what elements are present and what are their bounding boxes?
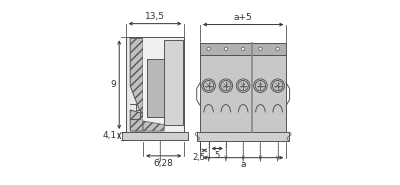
Circle shape [204,80,214,91]
Bar [126,37,184,132]
Polygon shape [130,38,143,114]
Text: 13,5: 13,5 [145,12,165,21]
Text: a+5: a+5 [234,13,252,22]
Polygon shape [143,121,164,131]
Text: 6,28: 6,28 [154,159,174,168]
Text: a: a [240,160,246,169]
Bar [147,58,164,117]
Circle shape [276,47,279,51]
Circle shape [224,47,228,51]
Circle shape [272,80,283,91]
Bar [200,43,286,132]
Circle shape [207,47,210,51]
Circle shape [202,79,215,92]
Text: 5: 5 [215,151,220,160]
Circle shape [242,47,245,51]
Text: 4,1: 4,1 [102,131,116,140]
Bar [200,43,286,55]
Circle shape [259,47,262,51]
Bar [143,38,184,131]
Circle shape [254,79,267,92]
Circle shape [219,79,233,92]
Circle shape [221,80,231,91]
Text: 9: 9 [111,80,116,89]
Bar [122,132,188,140]
Text: 2,5: 2,5 [192,153,206,162]
Polygon shape [130,110,143,131]
Bar [164,40,182,125]
Circle shape [271,79,284,92]
Bar [197,132,289,141]
Circle shape [238,80,248,91]
Circle shape [255,80,266,91]
Circle shape [236,79,250,92]
